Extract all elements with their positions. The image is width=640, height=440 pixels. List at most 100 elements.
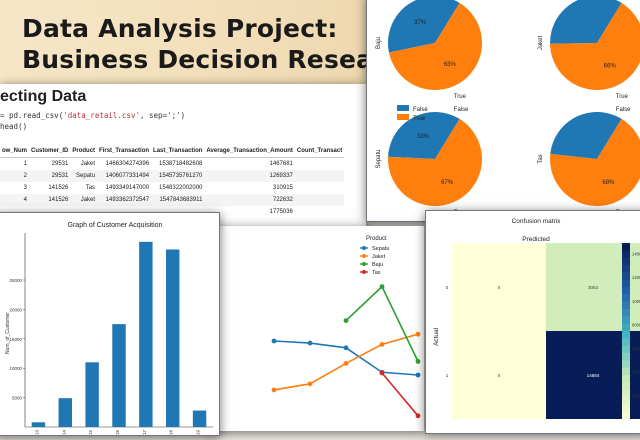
x-tick-label: 2018 <box>169 429 174 435</box>
banner-title-line2: Business Decision Research <box>22 45 419 74</box>
heatmap-cell-value: 14884 <box>587 373 600 378</box>
table-row: 1775036 <box>0 206 344 218</box>
pie-xlabel: True <box>454 94 467 100</box>
colorbar-segment <box>622 279 630 288</box>
pie-pct-label: 68% <box>602 180 615 186</box>
colorbar-segment <box>622 345 630 354</box>
column-header: First_Transaction <box>97 145 152 158</box>
confusion-matrix-panel: Confusion matrix Predicted Actual 0 3063 0 0 14… <box>425 210 640 434</box>
data-point <box>415 413 421 419</box>
table-header-row: ow_Num Customer_ID Product First_Transactio… <box>0 145 345 158</box>
colorbar-tick-label: 2000 <box>632 393 640 398</box>
pie-pct-label: 37% <box>414 20 427 26</box>
table-cell: 1406077331494 <box>97 170 152 182</box>
data-point <box>415 331 421 337</box>
pie-pct-label: 63% <box>444 62 457 68</box>
table-cell: 1547843683911 <box>151 194 205 206</box>
colorbar-segment <box>622 404 630 413</box>
colorbar-segment <box>622 316 630 325</box>
data-point <box>343 345 349 351</box>
pie-top-label: False <box>616 107 631 113</box>
bar-chart-panel: Graph of Customer Acquisition 25000 20000 1… <box>0 212 220 440</box>
colorbar-tick-label: 6000 <box>632 346 640 351</box>
code-arg: 'data_retail.csv' <box>63 111 140 120</box>
table-row: 1 29531 Jaket 1466304274396 1538718482608 146… <box>0 158 344 171</box>
data-collection-panel: ecting Data = pd.read_csv('data_retail.c… <box>0 84 366 229</box>
column-header: Customer_ID <box>29 145 71 158</box>
pie-slice-true <box>388 118 482 206</box>
colorbar-segment <box>622 243 630 251</box>
y-tick-label: 20000 <box>9 307 22 312</box>
pie-ylabel: Sepatu <box>376 149 382 168</box>
bar-chart-svg: Graph of Customer Acquisition 25000 20000 1… <box>5 222 213 440</box>
heatmap-cell-value: 0 <box>498 285 501 290</box>
data-point <box>343 361 349 366</box>
x-tick-label: 2019 <box>196 429 201 435</box>
table-cell: Sepatu <box>70 170 98 182</box>
table-cell: 29531 <box>51 161 69 167</box>
table-cell <box>294 170 345 182</box>
colorbar-tick-label: 14000 <box>632 251 640 256</box>
table-cell <box>295 206 344 218</box>
pie-pct-label: 33% <box>417 134 430 140</box>
table-cell: 310915 <box>272 185 293 191</box>
table-cell: 1466304274396 <box>105 161 150 167</box>
colorbar-tick-label: 8000 <box>632 322 640 327</box>
colorbar-segment <box>622 265 630 273</box>
legend-marker <box>362 254 366 258</box>
table-cell: 1548322002000 <box>159 185 203 191</box>
table-cell: 1493349147000 <box>105 185 150 191</box>
data-point <box>415 372 421 378</box>
column-header: ow_Num <box>0 145 30 158</box>
column-header: Count_Transact <box>294 145 345 158</box>
title-banner: Data Analysis Project: Business Decision… <box>0 0 419 86</box>
colorbar-tick-label: 12000 <box>632 275 640 280</box>
table-cell: 141526 <box>48 185 69 191</box>
legend-label: Jaket <box>372 254 386 260</box>
table-cell: 1 <box>23 161 28 167</box>
y-tick-label: 25000 <box>9 278 22 283</box>
pie-ylabel: Tas <box>538 154 544 163</box>
bar <box>85 362 99 427</box>
legend-marker <box>362 246 366 250</box>
colorbar-segment <box>622 301 630 310</box>
table-cell: Jaket <box>70 194 98 206</box>
data-point <box>307 381 313 387</box>
colorbar-segment <box>622 360 630 369</box>
data-point <box>307 340 313 346</box>
legend-label: True <box>413 116 426 122</box>
colorbar-segment <box>622 382 630 391</box>
pie-slice-false <box>550 0 622 44</box>
colorbar-segment <box>622 331 630 339</box>
table-cell <box>295 182 344 194</box>
chart-title: Confusion matrix <box>512 218 562 225</box>
bar <box>112 324 126 427</box>
table-cell: 1467681 <box>269 161 293 167</box>
y-tick-label: 1 <box>446 373 449 378</box>
data-point <box>271 338 277 344</box>
data-point <box>271 387 277 393</box>
x-tick-label: 2014 <box>61 429 66 435</box>
table-cell: 722632 <box>204 194 295 206</box>
legend-marker <box>362 270 366 274</box>
x-tick-label: 2015 <box>88 429 93 435</box>
legend-marker <box>362 262 366 266</box>
heatmap-cell <box>452 243 546 331</box>
chart-title: Graph of Customer Acquisition <box>68 222 163 229</box>
legend-title: Product <box>366 236 387 242</box>
legend-label: Sepatu <box>372 246 389 252</box>
y-tick-label: 15000 <box>9 337 22 342</box>
bar <box>58 398 72 427</box>
table-cell: 3 <box>23 185 28 191</box>
colorbar-segment <box>622 323 630 332</box>
section-title: ecting Data <box>0 88 87 105</box>
y-tick-label: 10000 <box>9 366 22 371</box>
bar <box>192 410 207 427</box>
code-line-read-csv: = pd.read_csv('data_retail.csv', sep=';'… <box>0 111 185 120</box>
colorbar-segment <box>622 375 630 383</box>
table-cell: 141526 <box>29 194 71 206</box>
y-axis-label: Actual <box>433 327 440 346</box>
column-header: Product <box>70 145 98 158</box>
banner-title-line1: Data Analysis Project: <box>22 14 338 43</box>
data-point <box>379 370 385 376</box>
